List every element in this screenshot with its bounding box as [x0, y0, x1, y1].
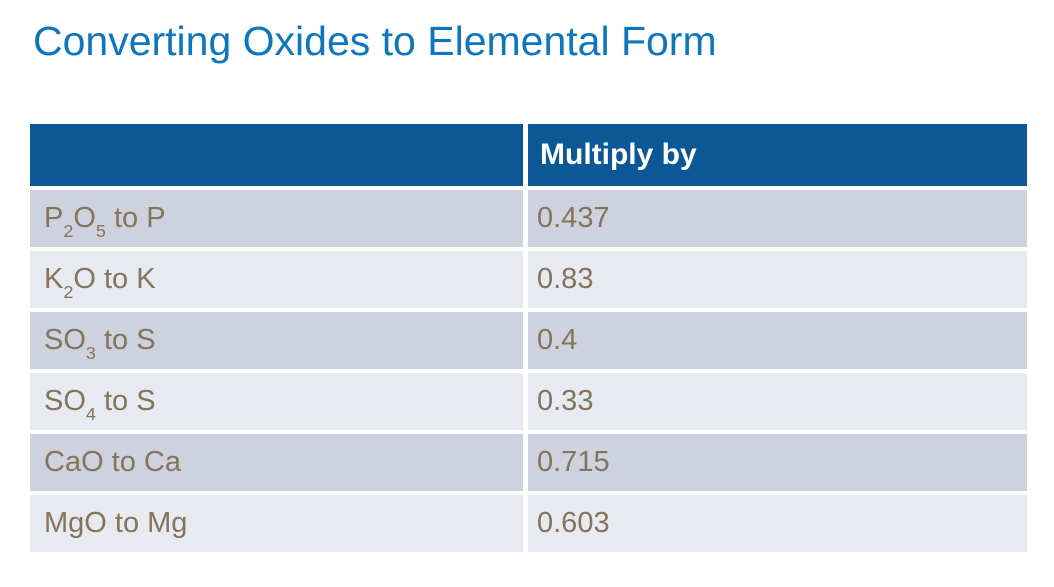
table-row-cao: CaO to Ca 0.715 — [30, 434, 1027, 495]
row-label: MgO to Mg — [30, 495, 528, 556]
table-row-p2o5: P2O5 to P 0.437 — [30, 190, 1027, 251]
table-header-row: Multiply by — [30, 124, 1027, 190]
row-label: K2O to K — [30, 251, 528, 312]
row-label: SO4 to S — [30, 373, 528, 434]
page-title: Converting Oxides to Elemental Form — [33, 18, 717, 64]
row-value: 0.4 — [528, 312, 1027, 373]
conversion-table: Multiply by P2O5 to P 0.437 K2O to K 0.8… — [30, 124, 1027, 556]
row-value: 0.437 — [528, 190, 1027, 251]
table-row-k2o: K2O to K 0.83 — [30, 251, 1027, 312]
row-value: 0.83 — [528, 251, 1027, 312]
row-value: 0.715 — [528, 434, 1027, 495]
table-row-mgo: MgO to Mg 0.603 — [30, 495, 1027, 556]
table-row-so4: SO4 to S 0.33 — [30, 373, 1027, 434]
row-label: SO3 to S — [30, 312, 528, 373]
table-row-so3: SO3 to S 0.4 — [30, 312, 1027, 373]
row-label: P2O5 to P — [30, 190, 528, 251]
header-cell-multiply-by: Multiply by — [528, 124, 1027, 190]
row-value: 0.33 — [528, 373, 1027, 434]
row-label: CaO to Ca — [30, 434, 528, 495]
row-value: 0.603 — [528, 495, 1027, 556]
header-cell-blank — [30, 124, 528, 190]
